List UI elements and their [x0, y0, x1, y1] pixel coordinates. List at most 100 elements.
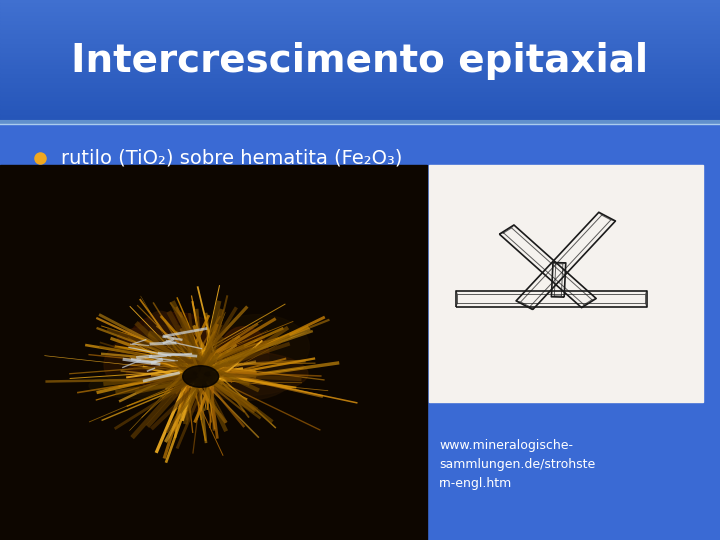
Bar [0, 70, 720, 71]
Bar [0, 67, 720, 69]
Bar [0, 20, 720, 21]
Bar [0, 103, 720, 105]
Bar [0, 71, 720, 73]
Bar [0, 12, 720, 14]
Bar [0, 75, 720, 76]
Bar [0, 105, 720, 106]
Bar [0, 76, 720, 77]
Bar [0, 111, 720, 112]
Bar [0, 90, 720, 91]
Bar [0, 94, 720, 96]
Bar [0, 165, 427, 540]
Bar [0, 50, 720, 52]
Bar [0, 28, 720, 29]
Bar [0, 85, 720, 86]
Text: Intercrescimento epitaxial: Intercrescimento epitaxial [71, 42, 649, 80]
Ellipse shape [126, 363, 166, 385]
Bar [0, 14, 720, 15]
Bar [0, 109, 720, 111]
Bar [0, 96, 720, 97]
Bar [0, 120, 720, 122]
Bar [0, 73, 720, 75]
Bar [0, 43, 720, 44]
Ellipse shape [194, 351, 294, 401]
Bar [0, 82, 720, 84]
Bar [0, 53, 720, 55]
Text: www.mineralogische-
sammlungen.de/strohste
rn-engl.htm: www.mineralogische- sammlungen.de/strohs… [439, 439, 595, 490]
Bar [0, 36, 720, 38]
Bar [0, 18, 720, 20]
Bar [0, 106, 720, 108]
Bar [0, 62, 720, 64]
Bar [0, 21, 720, 23]
Bar [0, 32, 720, 33]
Ellipse shape [166, 351, 308, 396]
Bar [0, 102, 720, 103]
Ellipse shape [201, 353, 269, 383]
Bar [0, 9, 720, 11]
Bar [0, 2, 720, 3]
Bar [0, 52, 720, 53]
Bar [0, 41, 720, 43]
Ellipse shape [156, 326, 275, 354]
Bar [0, 35, 720, 36]
Bar [0, 0, 720, 2]
Bar [0, 114, 720, 116]
Bar [0, 29, 720, 30]
Ellipse shape [171, 353, 210, 412]
Ellipse shape [183, 366, 219, 387]
Bar [0, 44, 720, 45]
Ellipse shape [154, 372, 233, 393]
Bar [0, 26, 720, 28]
Bar [0, 97, 720, 99]
Bar [0, 45, 720, 47]
Bar [0, 64, 720, 65]
Bar [0, 59, 720, 60]
Ellipse shape [104, 334, 190, 395]
Bar [0, 23, 720, 24]
Bar [0, 116, 720, 117]
Bar [0, 56, 720, 58]
Bar [0, 60, 720, 62]
Bar [0, 86, 720, 88]
Bar [0, 69, 720, 70]
Bar [0, 91, 720, 93]
Ellipse shape [128, 312, 220, 370]
Bar [0, 117, 720, 118]
Ellipse shape [219, 327, 269, 384]
Ellipse shape [117, 326, 213, 350]
Bar [0, 80, 720, 82]
Bar [0, 55, 720, 56]
Bar [0, 88, 720, 90]
Bar [0, 77, 720, 79]
Bar [0, 93, 720, 94]
Bar [0, 99, 720, 100]
Bar [0, 11, 720, 12]
Bar [0, 49, 720, 50]
Ellipse shape [164, 319, 239, 364]
Bar [0, 79, 720, 80]
Bar [0, 118, 720, 120]
Bar [0, 58, 720, 59]
Bar [429, 165, 703, 402]
Bar [0, 108, 720, 109]
Bar [0, 100, 720, 102]
Bar [0, 4, 720, 6]
Bar [0, 39, 720, 41]
Text: rutilo (TiO₂) sobre hematita (Fe₂O₃): rutilo (TiO₂) sobre hematita (Fe₂O₃) [61, 148, 402, 168]
Ellipse shape [142, 311, 179, 364]
Bar [0, 17, 720, 18]
Ellipse shape [206, 315, 310, 379]
Bar [0, 15, 720, 17]
Bar [0, 84, 720, 85]
Bar [0, 6, 720, 8]
Bar [0, 65, 720, 67]
Bar [0, 112, 720, 114]
Bar [0, 24, 720, 26]
Bar [0, 8, 720, 9]
Bar [0, 38, 720, 39]
Ellipse shape [89, 373, 199, 399]
Bar [0, 47, 720, 49]
Bar [0, 30, 720, 32]
Bar [0, 33, 720, 35]
